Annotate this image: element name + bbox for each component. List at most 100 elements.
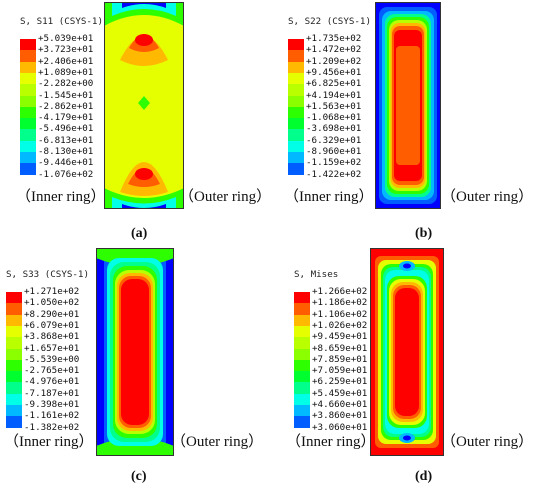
legend-tick-label: +1.050e+02 xyxy=(24,297,80,309)
legend-tick-label: +1.735e+02 xyxy=(306,33,362,44)
legend-swatch xyxy=(6,348,22,361)
legend-swatch xyxy=(288,118,304,130)
legend-tick-label: -9.398e+01 xyxy=(24,399,80,410)
legend-b: +1.735e+02 +1.472e+02 +1.209e+02 +9.456e+01… xyxy=(288,33,398,195)
legend-swatch xyxy=(20,61,36,74)
legend-tick-label: +5.459e+01 xyxy=(312,387,368,399)
legend-tick-label: -7.187e+01 xyxy=(24,387,80,399)
contour-plot-d xyxy=(370,248,444,456)
inner-ring-label-c: （Inner ring） xyxy=(4,434,94,450)
legend-swatch xyxy=(294,303,310,316)
legend-swatch xyxy=(288,140,304,153)
legend-swatch xyxy=(294,416,310,429)
legend-swatch xyxy=(6,292,22,304)
legend-swatch xyxy=(288,61,304,74)
legend-swatch xyxy=(288,84,304,96)
legend-tick-label: -8.130e+01 xyxy=(38,146,94,157)
legend-swatch xyxy=(294,292,310,304)
legend-swatch xyxy=(288,129,304,142)
contour-plot-c xyxy=(96,248,174,456)
legend-swatch xyxy=(294,371,310,383)
legend-swatch xyxy=(20,39,36,51)
legend-tick-label: +9.456e+01 xyxy=(306,66,362,78)
legend-swatch xyxy=(6,303,22,316)
legend-swatch xyxy=(288,39,304,51)
variable-title-d: S, Mises xyxy=(294,269,339,280)
legend-tick-label: +1.266e+02 xyxy=(312,286,368,297)
legend-tick-label: +3.723e+01 xyxy=(38,44,94,56)
legend-tick-label: +9.459e+01 xyxy=(312,331,368,343)
variable-title-c: S, S33 (CSYS-1) xyxy=(6,269,89,280)
outer-ring-label-c: （Outer ring） xyxy=(171,434,264,450)
legend-tick-label: -6.329e+01 xyxy=(306,134,362,146)
legend-swatch xyxy=(6,325,22,338)
legend-c: +1.271e+02 +1.050e+02 +8.290e+01 +6.079e+01… xyxy=(6,286,116,448)
legend-tick-label: +3.860e+01 xyxy=(312,410,368,422)
legend-swatch xyxy=(6,382,22,395)
legend-swatch xyxy=(6,416,22,429)
legend-swatch xyxy=(6,337,22,349)
legend-tick-label: +1.271e+02 xyxy=(24,286,80,297)
contour-plot-b xyxy=(375,2,441,209)
legend-swatch xyxy=(294,405,310,417)
legend-tick-label: +2.406e+01 xyxy=(38,55,94,67)
legend-tick-label: -1.545e+01 xyxy=(38,89,94,101)
variable-title-a: S, S11 (CSYS-1) xyxy=(20,16,103,27)
legend-tick-label: +7.059e+01 xyxy=(312,365,368,377)
legend-tick-label: +8.659e+01 xyxy=(312,342,368,354)
contour-plot-a xyxy=(104,2,184,209)
legend-swatch xyxy=(294,382,310,395)
legend-swatch xyxy=(20,118,36,130)
legend-d: +1.266e+02 +1.186e+02 +1.106e+02 +1.026e+02… xyxy=(294,286,404,448)
legend-swatch xyxy=(6,314,22,327)
legend-swatch xyxy=(294,337,310,349)
legend-swatch xyxy=(288,152,304,164)
variable-title-b: S, S22 (CSYS-1) xyxy=(288,16,371,27)
legend-swatch xyxy=(20,50,36,63)
legend-tick-label: +1.106e+02 xyxy=(312,308,368,320)
legend-tick-label: +1.186e+02 xyxy=(312,297,368,309)
legend-swatch xyxy=(288,50,304,63)
legend-tick-label: -1.422e+02 xyxy=(306,168,362,180)
outer-ring-label-a: （Outer ring） xyxy=(179,189,272,205)
legend-swatch xyxy=(288,72,304,85)
legend-tick-label: +1.026e+02 xyxy=(312,319,368,331)
legend-tick-label: -5.496e+01 xyxy=(38,123,94,135)
legend-swatch xyxy=(20,140,36,153)
legend-swatch xyxy=(288,106,304,119)
legend-swatch xyxy=(6,405,22,417)
legend-tick-label: -4.976e+01 xyxy=(24,376,80,388)
legend-swatch xyxy=(20,95,36,108)
legend-tick-label: +1.472e+02 xyxy=(306,44,362,56)
legend-tick-label: +6.825e+01 xyxy=(306,78,362,90)
legend-swatch xyxy=(20,84,36,96)
legend-tick-label: -2.282e+00 xyxy=(38,78,94,90)
legend-tick-label: +3.060e+01 xyxy=(312,421,368,433)
legend-swatch xyxy=(20,129,36,142)
legend-tick-label: -9.446e+01 xyxy=(38,157,94,169)
legend-tick-label: +4.194e+01 xyxy=(306,89,362,101)
subfigure-label-d: (d) xyxy=(415,469,433,484)
legend-tick-label: -1.068e+01 xyxy=(306,112,362,124)
subfigure-label-b: (b) xyxy=(415,226,433,241)
legend-tick-label: +4.660e+01 xyxy=(312,399,368,410)
legend-swatch xyxy=(294,348,310,361)
legend-swatch xyxy=(20,152,36,164)
legend-tick-label: -1.159e+02 xyxy=(306,157,362,169)
subfigure-label-a: (a) xyxy=(131,226,148,241)
legend-tick-label: -1.382e+02 xyxy=(24,421,80,433)
legend-tick-label: +1.563e+01 xyxy=(306,100,362,112)
legend-swatch xyxy=(20,106,36,119)
legend-swatch xyxy=(294,325,310,338)
legend-swatch xyxy=(6,393,22,406)
inner-ring-label-b: （Inner ring） xyxy=(284,189,374,205)
outer-ring-label-b: （Outer ring） xyxy=(441,189,534,205)
legend-swatch xyxy=(294,393,310,406)
legend-tick-label: -4.179e+01 xyxy=(38,112,94,124)
legend-tick-label: +5.039e+01 xyxy=(38,33,94,44)
legend-tick-label: +8.290e+01 xyxy=(24,308,80,320)
legend-tick-label: -5.539e+00 xyxy=(24,353,80,365)
legend-swatch xyxy=(294,359,310,372)
legend-tick-label: +1.089e+01 xyxy=(38,66,94,78)
outer-ring-label-d: （Outer ring） xyxy=(441,434,534,450)
